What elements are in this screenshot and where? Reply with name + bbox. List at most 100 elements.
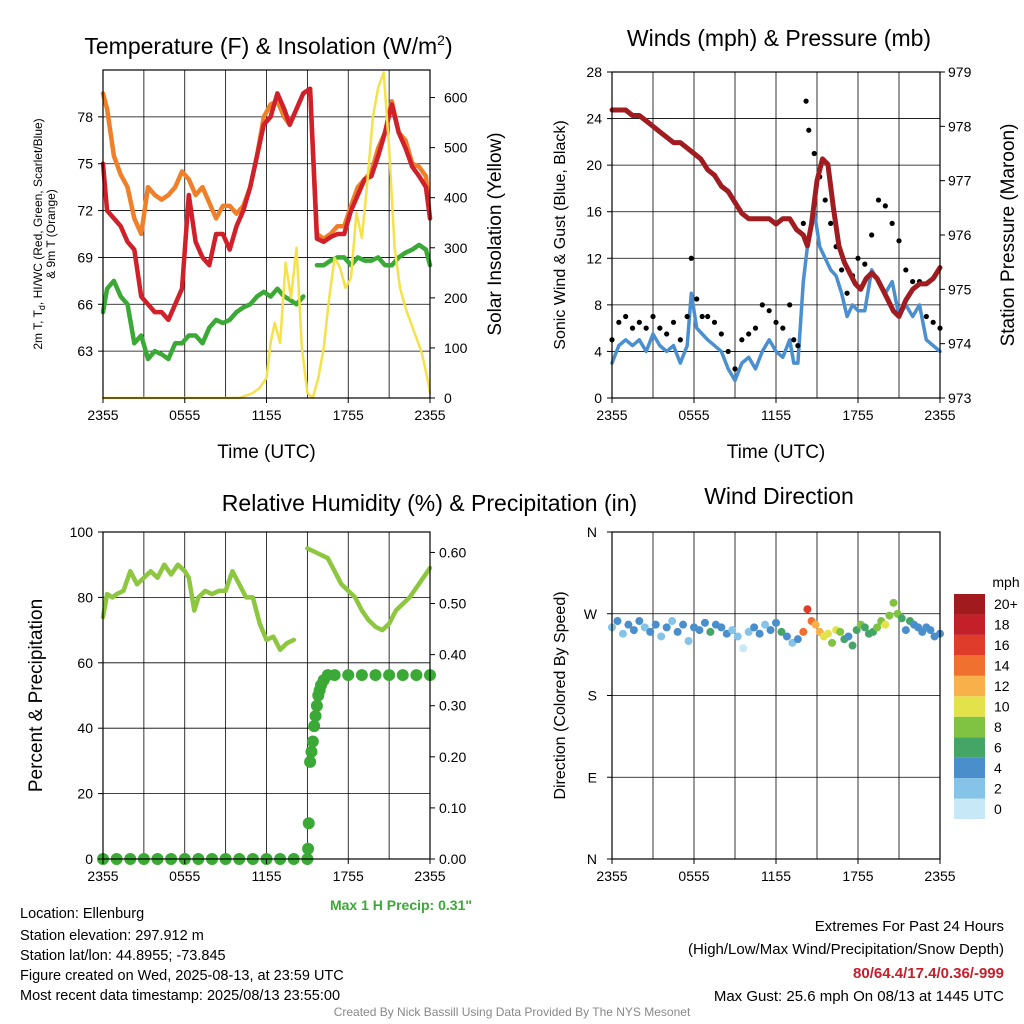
- direction-point: [744, 627, 753, 636]
- direction-point: [640, 623, 649, 632]
- x-tick-label: 1155: [251, 407, 281, 423]
- x-tick-label: 0555: [169, 407, 200, 423]
- y-tick-right-label: 300: [444, 240, 468, 256]
- colorbar-swatch: [954, 798, 985, 819]
- direction-point: [629, 626, 638, 635]
- precip-point: [342, 669, 355, 682]
- extremes-values: 80/64.4/17.4/0.36/-999: [853, 965, 1004, 982]
- direction-point: [836, 627, 845, 636]
- gust-point: [718, 331, 724, 337]
- precip-point: [310, 699, 323, 712]
- y-tick-right-label: 0.30: [439, 698, 466, 714]
- colorbar-label: 8: [994, 719, 1002, 735]
- direction-point: [706, 627, 715, 636]
- colorbar-swatch: [954, 614, 985, 635]
- gust-point: [677, 337, 683, 343]
- direction-point: [717, 623, 726, 632]
- y-tick-label: 72: [77, 203, 93, 219]
- gust-point: [855, 255, 861, 261]
- gust-point: [875, 197, 882, 203]
- x-tick-label: 2355: [596, 868, 627, 884]
- colorbar-swatch: [954, 696, 985, 717]
- gust-point: [623, 313, 629, 320]
- x-tick-label: 2355: [596, 407, 627, 423]
- x-tick-label: 2355: [414, 407, 445, 423]
- winds-pressure-panel: 2355 0555 1155 1755 235504812162024289739749…: [552, 25, 1019, 463]
- precip-point: [302, 817, 315, 830]
- colorbar-swatch: [954, 778, 985, 799]
- y-tick-label: 80: [77, 589, 93, 605]
- precip-point: [306, 735, 319, 748]
- chart-title: Winds (mph) & Pressure (mb): [627, 25, 931, 51]
- y-tick-label: 100: [70, 524, 94, 540]
- y-tick-label: 78: [77, 109, 93, 125]
- y-axis-label: Sonic Wind & Gust (Blue, Black): [552, 120, 569, 349]
- speed-colorbar: 0 2 4 6 8 10 12 14 16 18 20+ mph: [954, 574, 1020, 819]
- x-tick-label: 1755: [842, 407, 873, 423]
- y-tick-label: 16: [586, 204, 602, 220]
- gust-point: [629, 325, 636, 331]
- gust-point: [657, 325, 663, 331]
- colorbar-swatch: [954, 716, 985, 738]
- gust-point: [752, 325, 759, 331]
- gust-point: [806, 127, 812, 133]
- y-tick-right-label: 500: [444, 140, 468, 156]
- max-gust-text: Max Gust: 25.6 mph On 08/13 at 1445 UTC: [713, 988, 1004, 1005]
- y-tick-right-label: 976: [948, 227, 972, 243]
- direction-point: [782, 632, 791, 641]
- direction-point: [695, 626, 704, 635]
- direction-point: [618, 629, 627, 638]
- latlon-text: Station lat/lon: 44.8955; -73.845: [20, 948, 226, 964]
- gust-point: [711, 319, 718, 325]
- x-tick-label: 0555: [678, 868, 709, 884]
- colorbar-label: 18: [994, 617, 1010, 633]
- direction-point: [860, 623, 869, 632]
- direction-point: [662, 623, 671, 632]
- y-tick-right-label: 100: [444, 340, 468, 356]
- y-tick-right-label: 0.60: [439, 544, 466, 560]
- y-tick-right-label: 974: [948, 336, 972, 352]
- colorbar-swatch: [954, 675, 985, 697]
- y-tick-label: 20: [586, 157, 602, 173]
- colorbar-label: 14: [994, 658, 1010, 674]
- y-tick-label: 24: [586, 111, 602, 127]
- gust-point: [616, 319, 622, 325]
- direction-point: [668, 617, 677, 626]
- y-tick-label: E: [588, 769, 597, 785]
- y-tick-right-label: 0.40: [439, 647, 466, 663]
- gust-point: [694, 296, 700, 302]
- max-precip-annotation: Max 1 H Precip: 0.31": [330, 897, 472, 913]
- gust-point: [882, 203, 888, 209]
- chart-title: Wind Direction: [704, 483, 854, 509]
- gust-point: [795, 343, 801, 349]
- direction-point: [651, 620, 660, 629]
- y-axis-label: Direction (Colored By Speed): [552, 591, 569, 799]
- direction-point: [635, 617, 644, 626]
- gust-point: [803, 98, 809, 104]
- dewpoint-line: [100, 242, 433, 362]
- gust-point: [930, 319, 936, 325]
- y-tick-right-label: 400: [444, 190, 468, 206]
- direction-point: [852, 626, 861, 635]
- y-tick-label: 75: [77, 156, 93, 172]
- y-tick-label: 63: [77, 343, 93, 359]
- direction-point: [624, 620, 633, 629]
- gust-point: [670, 319, 677, 325]
- precip-point: [302, 842, 315, 855]
- x-tick-label: 2355: [924, 868, 955, 884]
- gust-point: [773, 319, 779, 325]
- precip-point: [328, 669, 341, 682]
- direction-point: [750, 623, 759, 632]
- extremes-legend: (High/Low/Max Wind/Precipitation/Snow De…: [688, 941, 1004, 958]
- colorbar-label: 2: [994, 780, 1002, 796]
- created-text: Figure created on Wed, 2025-08-13, at 23…: [20, 968, 344, 984]
- humidity-precip-panel: 2355 0555 1155 1755 23550204060801000.000.10…: [26, 490, 637, 913]
- direction-point: [848, 641, 857, 650]
- precip-point: [383, 669, 396, 682]
- gust-point: [800, 220, 806, 226]
- direction-point: [739, 644, 748, 653]
- extremes-title: Extremes For Past 24 Hours: [814, 918, 1004, 935]
- direction-point: [777, 627, 786, 636]
